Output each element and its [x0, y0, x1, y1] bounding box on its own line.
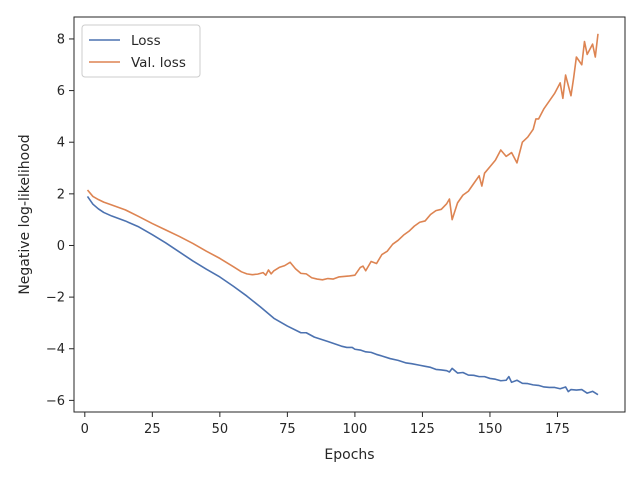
y-tick-label: 6: [57, 84, 65, 99]
val-loss-series-line: [86, 33, 599, 281]
y-tick-label: 8: [57, 32, 65, 47]
axes-frame: [73, 16, 626, 413]
y-tick-label: −6: [46, 394, 65, 409]
x-axis-label: Epochs: [324, 447, 374, 463]
y-tick-label: −4: [46, 342, 65, 357]
y-axis-label: Negative log-likelihood: [17, 134, 33, 294]
plot-lines: [86, 33, 599, 396]
x-tick-label: 175: [545, 422, 570, 437]
y-tick-label: 2: [57, 187, 65, 202]
x-tick-label: 50: [212, 422, 229, 437]
legend-box: [81, 24, 201, 78]
y-tick-label: 0: [57, 239, 65, 254]
loss-series-line: [86, 195, 599, 396]
x-tick-label: 75: [279, 422, 296, 437]
y-tick-label: 4: [57, 136, 65, 151]
x-tick-label: 125: [410, 422, 435, 437]
x-tick-label: 25: [144, 422, 161, 437]
x-tick-label: 150: [478, 422, 503, 437]
x-axis-ticks: 0 25 50 75 100 125 150 175: [81, 412, 570, 437]
y-axis-ticks: −6 −4 −2 0 2 4 6 8: [46, 32, 74, 409]
legend-label-val-loss: Val. loss: [131, 55, 186, 71]
y-tick-label: −2: [46, 291, 65, 306]
legend: Loss Val. loss: [81, 24, 201, 78]
legend-label-loss: Loss: [131, 33, 161, 49]
x-tick-label: 0: [81, 422, 89, 437]
x-tick-label: 100: [342, 422, 367, 437]
